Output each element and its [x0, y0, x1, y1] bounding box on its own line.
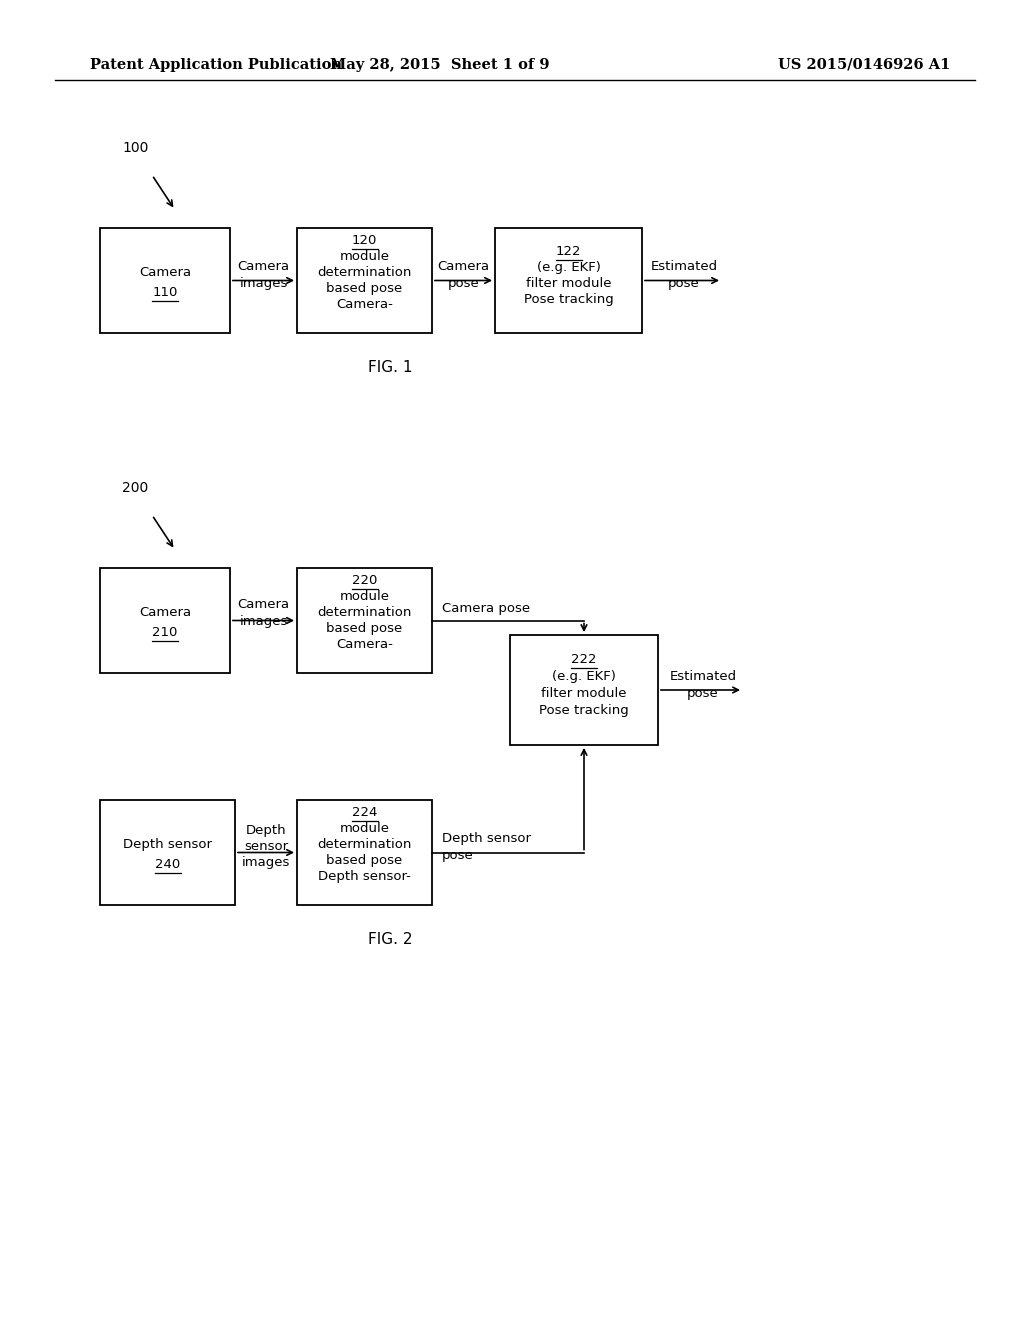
Text: 200: 200 — [122, 480, 148, 495]
Text: module: module — [340, 822, 389, 836]
Text: Estimated: Estimated — [670, 669, 736, 682]
Text: 120: 120 — [352, 234, 377, 247]
Text: US 2015/0146926 A1: US 2015/0146926 A1 — [777, 58, 950, 73]
Text: based pose: based pose — [327, 854, 402, 867]
Text: determination: determination — [317, 838, 412, 851]
Text: images: images — [242, 855, 290, 869]
Bar — [495, 228, 642, 333]
Text: Camera: Camera — [139, 267, 191, 279]
Text: 222: 222 — [571, 653, 597, 667]
Bar — [297, 800, 432, 906]
Text: determination: determination — [317, 606, 412, 619]
Text: images: images — [240, 277, 288, 290]
Bar — [297, 228, 432, 333]
Text: module: module — [340, 590, 389, 603]
Text: Depth sensor-: Depth sensor- — [318, 870, 411, 883]
Bar — [510, 635, 658, 744]
Text: 100: 100 — [122, 141, 148, 154]
Text: FIG. 2: FIG. 2 — [368, 932, 413, 948]
Text: Pose tracking: Pose tracking — [539, 704, 629, 717]
Text: filter module: filter module — [525, 277, 611, 290]
Text: pose: pose — [442, 849, 474, 862]
Text: Camera: Camera — [238, 598, 290, 611]
Text: 224: 224 — [352, 807, 377, 818]
Text: pose: pose — [668, 277, 699, 290]
Text: Camera pose: Camera pose — [442, 602, 530, 615]
Text: filter module: filter module — [542, 686, 627, 700]
Text: 110: 110 — [153, 286, 178, 300]
Text: based pose: based pose — [327, 622, 402, 635]
Text: FIG. 1: FIG. 1 — [368, 360, 413, 375]
Text: 240: 240 — [155, 858, 180, 871]
Text: Camera-: Camera- — [336, 298, 393, 312]
Text: Depth: Depth — [246, 824, 287, 837]
Text: Depth sensor: Depth sensor — [442, 832, 531, 845]
Text: 210: 210 — [153, 626, 178, 639]
Text: Camera: Camera — [437, 260, 489, 273]
Bar — [100, 228, 230, 333]
Text: Camera-: Camera- — [336, 638, 393, 651]
Text: sensor: sensor — [244, 840, 288, 853]
Text: Pose tracking: Pose tracking — [523, 293, 613, 306]
Text: 122: 122 — [556, 246, 582, 257]
Text: 220: 220 — [352, 574, 377, 587]
Text: determination: determination — [317, 267, 412, 279]
Text: Camera: Camera — [139, 606, 191, 619]
Text: (e.g. EKF): (e.g. EKF) — [552, 671, 616, 682]
Text: images: images — [240, 615, 288, 628]
Text: Camera: Camera — [238, 260, 290, 273]
Text: Estimated: Estimated — [650, 260, 718, 273]
Text: pose: pose — [447, 277, 479, 290]
Bar — [297, 568, 432, 673]
Text: module: module — [340, 249, 389, 263]
Text: pose: pose — [687, 686, 719, 700]
Text: Depth sensor: Depth sensor — [123, 838, 212, 851]
Text: May 28, 2015  Sheet 1 of 9: May 28, 2015 Sheet 1 of 9 — [331, 58, 550, 73]
Text: (e.g. EKF): (e.g. EKF) — [537, 261, 600, 275]
Text: Patent Application Publication: Patent Application Publication — [90, 58, 342, 73]
Bar — [100, 800, 234, 906]
Bar — [100, 568, 230, 673]
Text: based pose: based pose — [327, 282, 402, 294]
